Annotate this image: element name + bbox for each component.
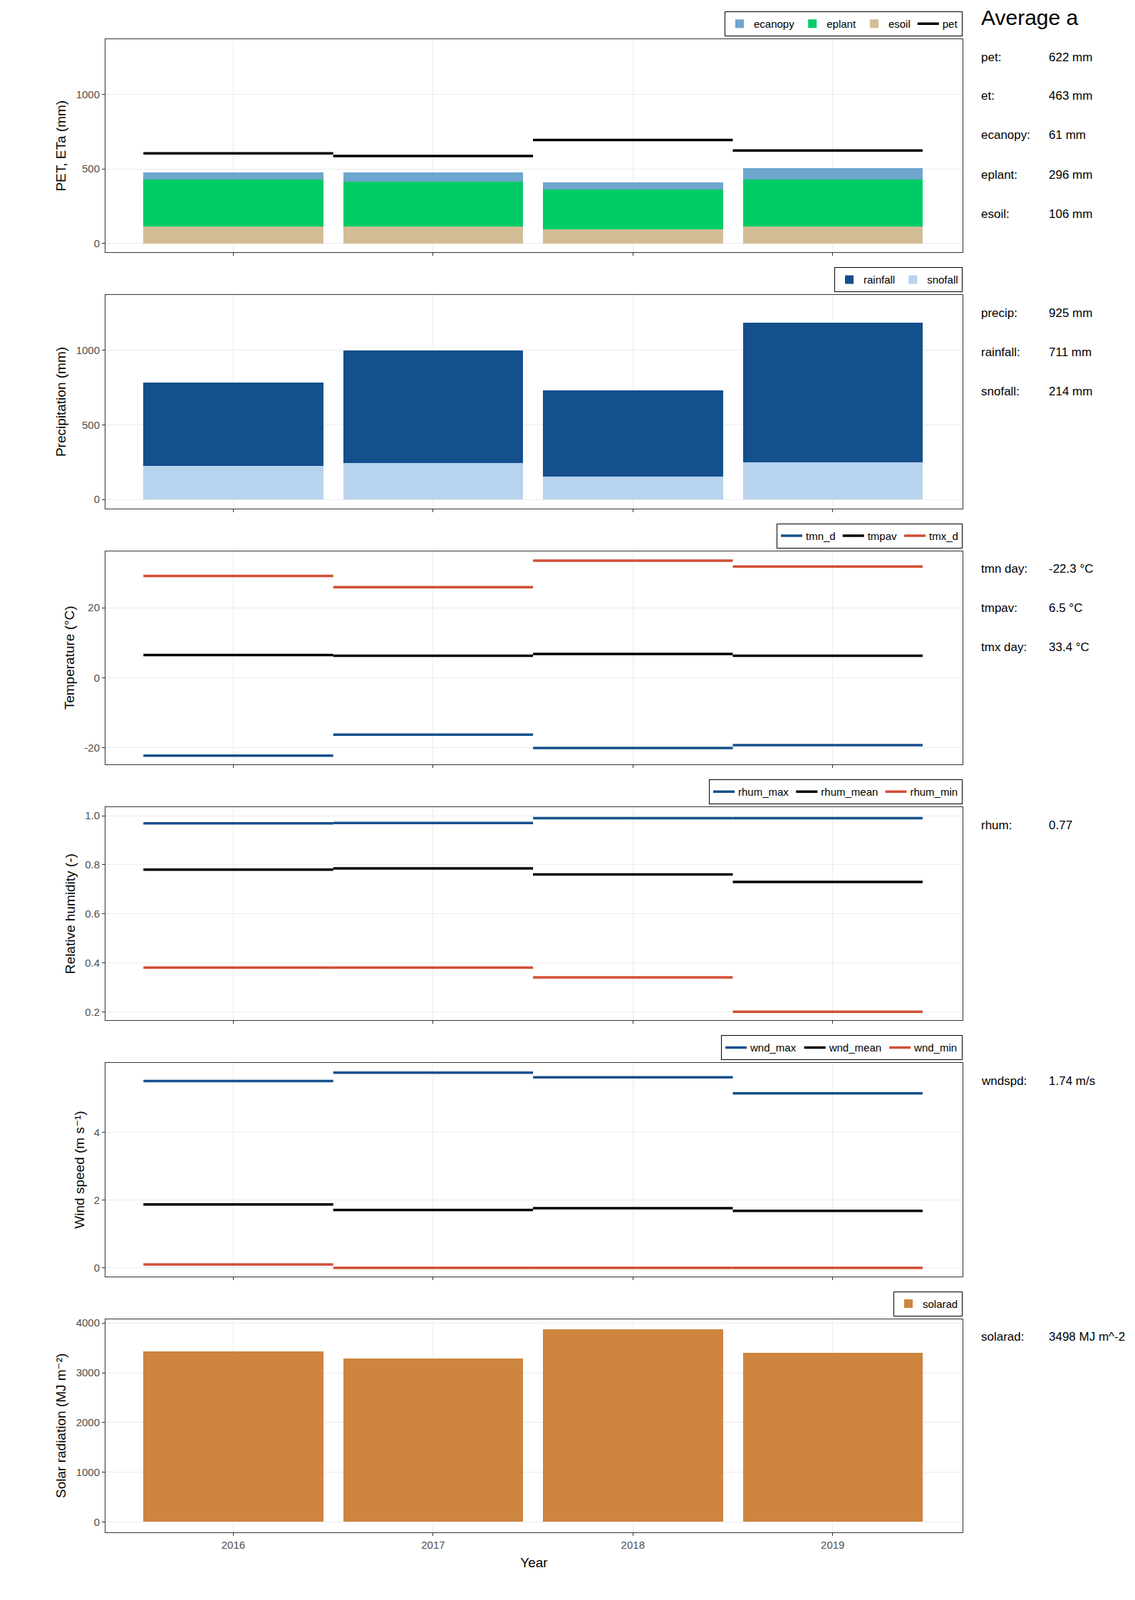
svg-text:0: 0 [94,237,100,250]
svg-text:esoil:: esoil: [981,207,1010,221]
svg-text:1000: 1000 [76,1466,100,1479]
svg-text:ecanopy:: ecanopy: [981,128,1031,142]
svg-text:Wind speed (m s⁻¹): Wind speed (m s⁻¹) [71,1110,87,1229]
svg-text:0: 0 [94,671,100,684]
svg-text:0.6: 0.6 [84,907,100,920]
svg-text:925 mm: 925 mm [1048,306,1093,320]
svg-text:106 mm: 106 mm [1048,207,1093,221]
svg-text:Relative humidity (-): Relative humidity (-) [62,853,78,974]
svg-text:tmx_d: tmx_d [929,530,959,543]
svg-text:rhum_max: rhum_max [738,785,789,798]
svg-text:snofall: snofall [926,273,958,286]
svg-text:esoil: esoil [888,17,911,30]
svg-text:Solar radiation (MJ m⁻²): Solar radiation (MJ m⁻²) [53,1353,69,1499]
svg-text:rhum_mean: rhum_mean [820,785,878,798]
svg-text:wnd_max: wnd_max [749,1041,797,1054]
svg-text:1.74 m/s: 1.74 m/s [1048,1074,1096,1088]
svg-text:rainfall: rainfall [863,273,895,286]
svg-text:0.8: 0.8 [84,858,100,871]
svg-text:20: 20 [87,601,100,614]
svg-text:622 mm: 622 mm [1048,50,1093,65]
svg-text:0.2: 0.2 [84,1006,100,1019]
svg-text:0.77: 0.77 [1048,818,1073,833]
svg-text:2: 2 [94,1194,100,1207]
svg-text:4: 4 [94,1126,100,1139]
svg-text:eplant:: eplant: [981,168,1018,182]
svg-text:2017: 2017 [421,1538,445,1552]
svg-text:Year: Year [520,1555,548,1571]
svg-text:pet:: pet: [981,50,1002,65]
svg-text:et:: et: [981,89,995,103]
svg-text:eplant: eplant [826,17,857,30]
svg-text:214 mm: 214 mm [1048,384,1093,399]
svg-text:6.5 °C: 6.5 °C [1048,601,1083,615]
svg-text:PET, ETa (mm): PET, ETa (mm) [53,100,69,192]
svg-text:tmpav: tmpav [867,530,898,543]
svg-text:2000: 2000 [76,1416,100,1429]
svg-text:0: 0 [94,1516,100,1529]
svg-text:Temperature (°C): Temperature (°C) [61,605,77,710]
svg-text:pet: pet [942,17,959,30]
svg-text:tmx day:: tmx day: [981,640,1027,655]
svg-text:solarad: solarad [922,1298,958,1311]
svg-text:500: 500 [81,418,100,432]
svg-text:4000: 4000 [76,1316,100,1329]
svg-text:2016: 2016 [221,1538,246,1552]
svg-text:3000: 3000 [76,1366,100,1379]
svg-text:-20: -20 [84,741,100,754]
svg-text:0.4: 0.4 [84,956,100,969]
svg-text:0: 0 [94,1261,100,1274]
svg-text:wnd_min: wnd_min [913,1041,957,1054]
svg-text:rainfall:: rainfall: [981,345,1021,360]
svg-text:296 mm: 296 mm [1048,168,1093,182]
svg-text:tmn day:: tmn day: [981,562,1028,576]
svg-text:33.4 °C: 33.4 °C [1048,640,1090,655]
svg-text:precip:: precip: [981,306,1018,320]
svg-text:2019: 2019 [820,1538,845,1552]
svg-text:1.0: 1.0 [84,809,100,822]
svg-text:ecanopy: ecanopy [753,17,795,30]
svg-text:rhum_min: rhum_min [909,785,958,798]
svg-text:tmpav:: tmpav: [981,601,1018,615]
svg-text:500: 500 [81,162,100,175]
svg-text:wndspd:: wndspd: [981,1074,1027,1088]
svg-text:3498 MJ m^-2: 3498 MJ m^-2 [1048,1330,1126,1344]
svg-text:61 mm: 61 mm [1048,128,1086,142]
svg-text:tmn_d: tmn_d [805,530,836,543]
svg-text:711 mm: 711 mm [1048,345,1092,360]
svg-text:1000: 1000 [76,88,100,101]
svg-text:snofall:: snofall: [981,384,1020,399]
svg-text:463 mm: 463 mm [1048,89,1093,103]
svg-text:Precipitation (mm): Precipitation (mm) [53,346,69,457]
svg-text:wnd_mean: wnd_mean [828,1041,882,1054]
svg-text:solarad:: solarad: [981,1330,1024,1344]
svg-text:2018: 2018 [621,1538,645,1552]
svg-text:Average a: Average a [981,5,1079,30]
svg-text:0: 0 [94,493,100,506]
svg-text:1000: 1000 [76,344,100,357]
svg-text:-22.3 °C: -22.3 °C [1048,562,1094,576]
svg-text:rhum:: rhum: [981,818,1012,833]
